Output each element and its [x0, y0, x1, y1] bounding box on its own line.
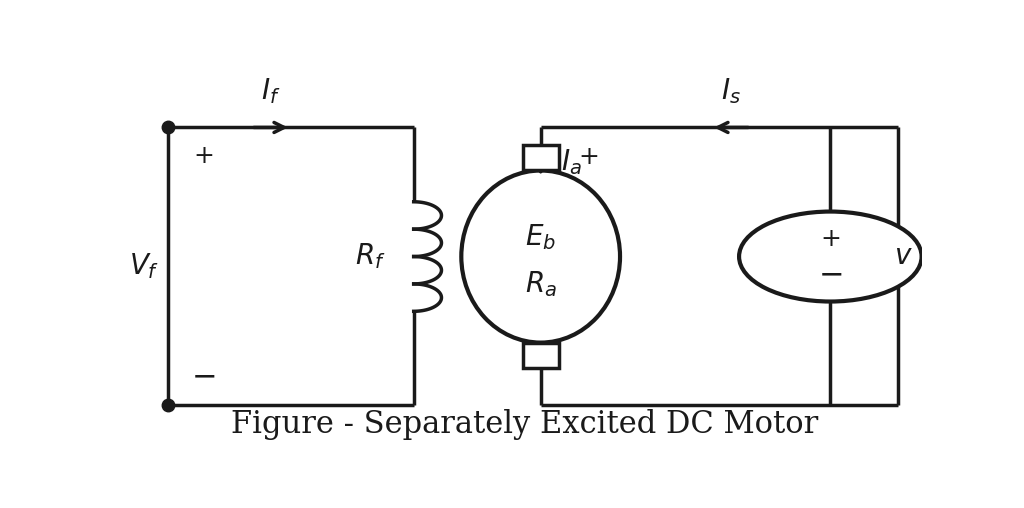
Ellipse shape	[461, 171, 621, 342]
Text: $E_b$: $E_b$	[525, 222, 556, 252]
Text: $R_a$: $R_a$	[524, 269, 557, 299]
Bar	[523, 145, 558, 171]
Text: $v$: $v$	[894, 243, 912, 270]
Text: $\mathit{V}_f$: $\mathit{V}_f$	[129, 251, 159, 281]
Text: $+$: $+$	[579, 146, 599, 169]
Text: $-$: $-$	[191, 360, 216, 391]
Text: $-$: $-$	[818, 258, 843, 289]
Text: $I_s$: $I_s$	[721, 76, 741, 106]
Text: $+$: $+$	[194, 145, 214, 168]
Circle shape	[739, 211, 922, 302]
Bar	[523, 342, 558, 368]
Text: Figure - Separately Excited DC Motor: Figure - Separately Excited DC Motor	[231, 409, 818, 440]
Text: $\mathit{R}_f$: $\mathit{R}_f$	[354, 242, 385, 271]
Text: $+$: $+$	[820, 228, 841, 251]
Text: $I_f$: $I_f$	[261, 76, 281, 106]
Text: $I_a$: $I_a$	[560, 147, 582, 177]
